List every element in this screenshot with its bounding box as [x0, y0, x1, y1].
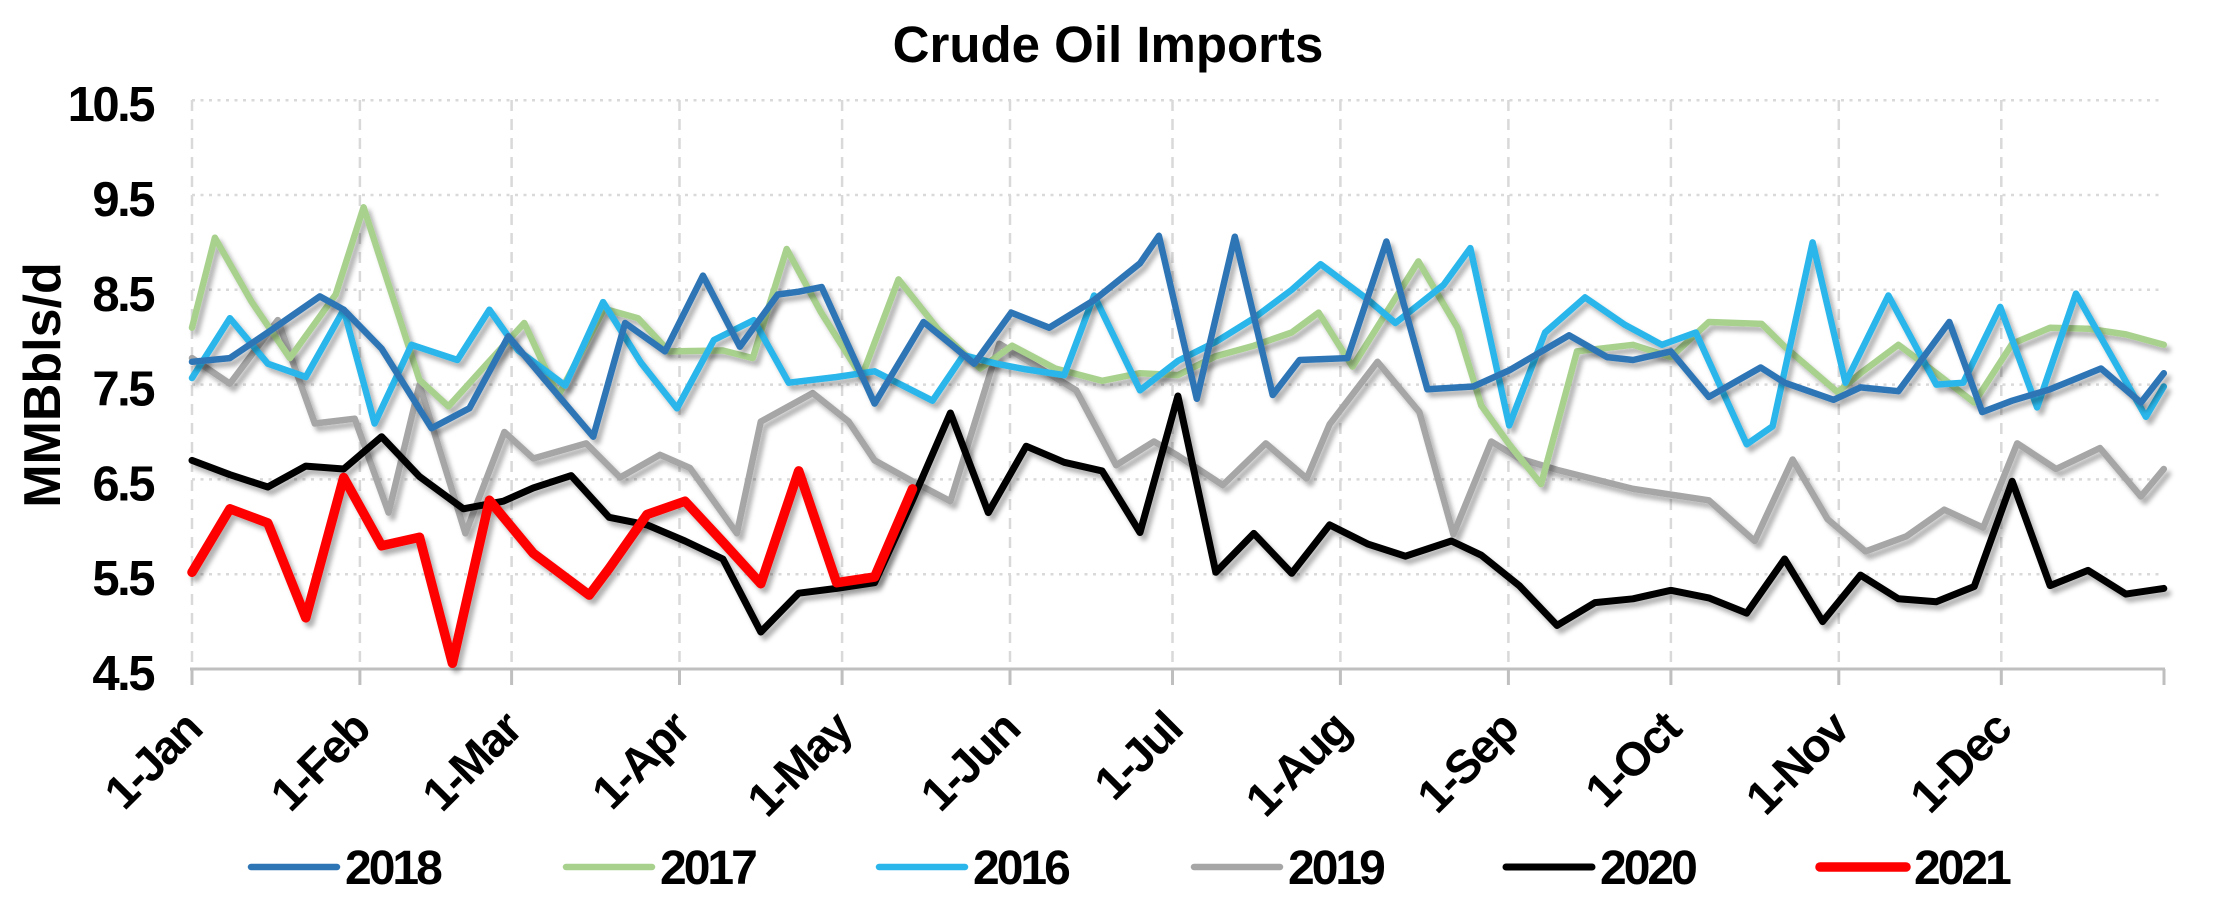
svg-text:4.5: 4.5	[92, 647, 154, 701]
svg-text:9.5: 9.5	[92, 173, 154, 227]
svg-text:2021: 2021	[1914, 842, 2011, 895]
svg-text:8.5: 8.5	[92, 268, 154, 322]
svg-text:Crude Oil Imports: Crude Oil Imports	[893, 16, 1324, 73]
svg-text:6.5: 6.5	[92, 457, 154, 511]
svg-text:7.5: 7.5	[92, 363, 154, 417]
svg-text:2017: 2017	[660, 842, 756, 895]
svg-text:2019: 2019	[1288, 842, 1384, 895]
svg-text:2018: 2018	[345, 842, 442, 895]
svg-text:2016: 2016	[973, 842, 1069, 895]
svg-text:10.5: 10.5	[68, 78, 155, 132]
svg-text:2020: 2020	[1600, 842, 1696, 895]
svg-text:MMBbls/d: MMBbls/d	[14, 262, 72, 508]
svg-text:5.5: 5.5	[92, 552, 154, 606]
